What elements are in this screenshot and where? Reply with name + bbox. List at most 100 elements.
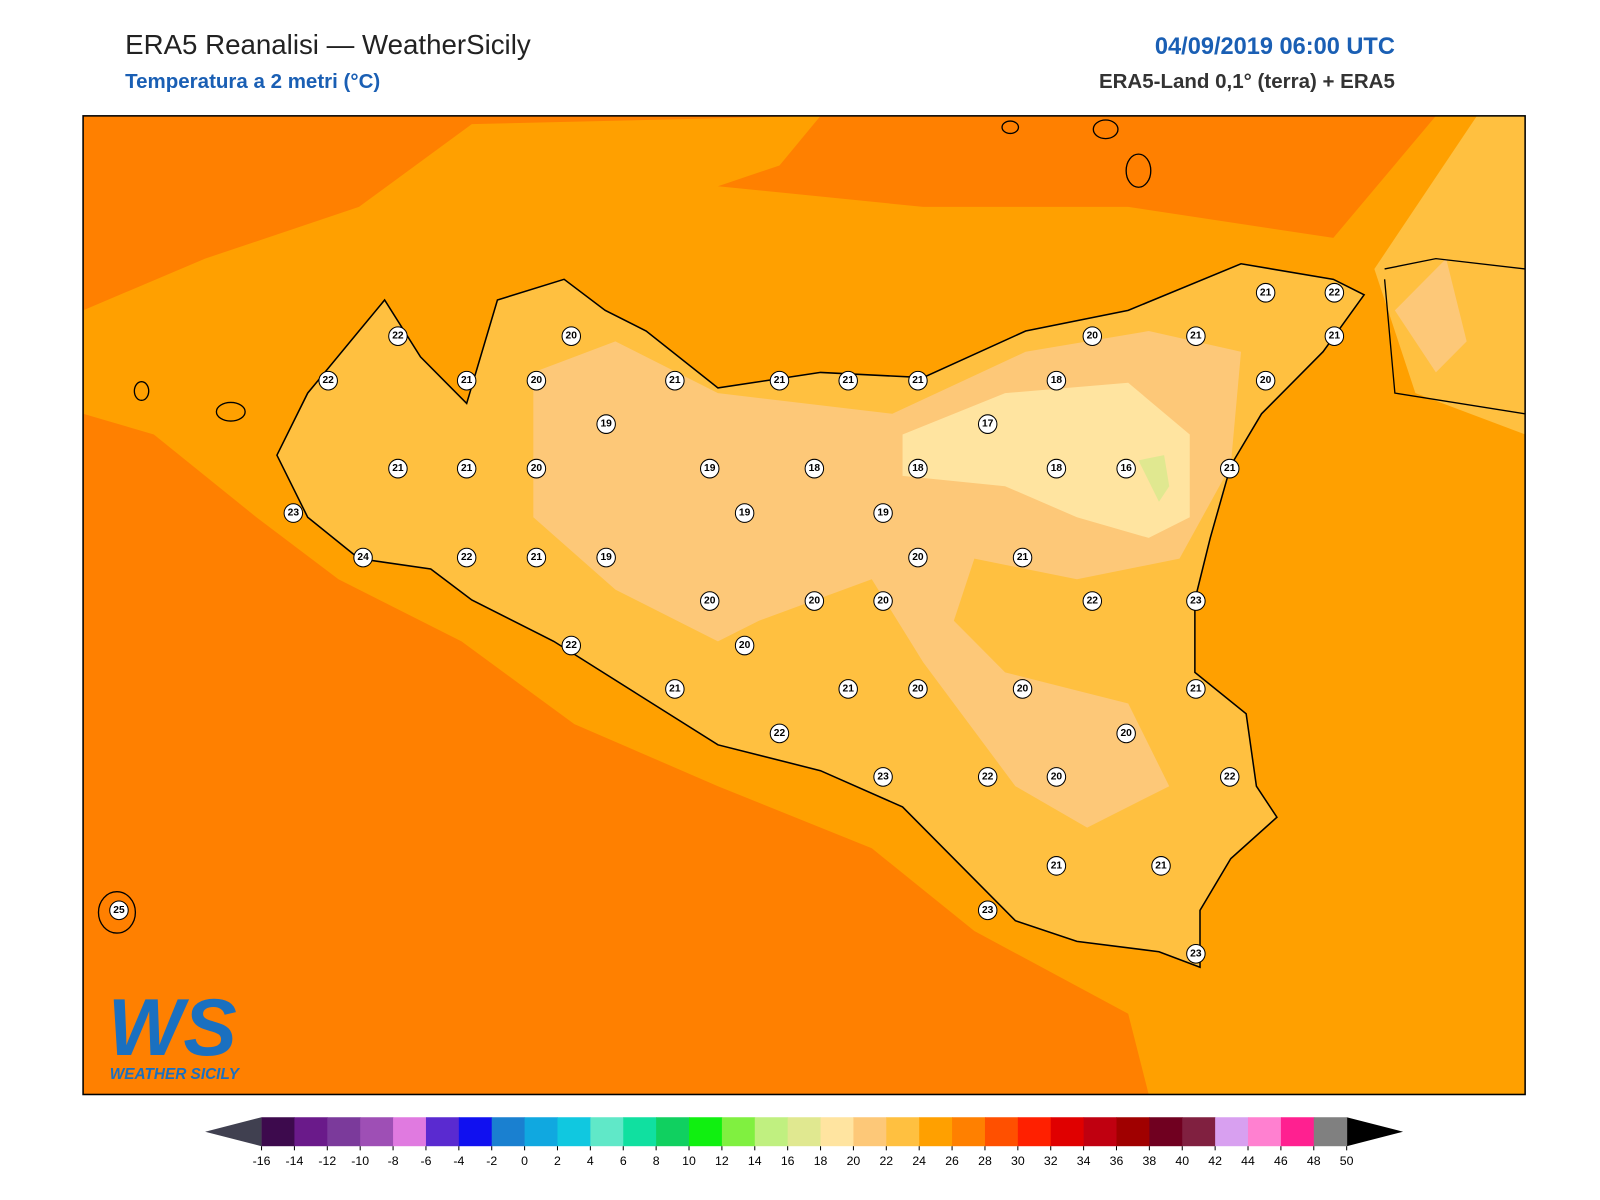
map-frame — [82, 115, 1526, 1096]
station-marker — [1151, 856, 1171, 876]
colorbar-tick-label: -14 — [286, 1154, 304, 1168]
station-value: 21 — [842, 683, 854, 694]
station-marker — [769, 723, 790, 744]
colorbar-tick-label: -6 — [420, 1154, 431, 1168]
colorbar-tick-label: 32 — [1044, 1154, 1058, 1168]
colorbar-swatch — [524, 1117, 558, 1147]
colorbar-tick-label: -8 — [388, 1154, 399, 1168]
colorbar-tick-label: 14 — [748, 1154, 762, 1168]
colorbar-swatch — [1116, 1117, 1150, 1147]
colorbar-swatch — [1149, 1117, 1183, 1147]
station-marker — [977, 767, 998, 787]
station-marker — [1082, 326, 1103, 347]
colorbar-swatch — [787, 1117, 822, 1147]
station-value: 19 — [600, 419, 612, 430]
colorbar-under — [205, 1117, 262, 1147]
colorbar-tick-label: 8 — [653, 1154, 660, 1168]
station-marker — [1012, 547, 1033, 568]
colorbar-swatch — [919, 1117, 953, 1147]
colorbar-swatch — [1017, 1117, 1052, 1147]
colorbar: -16 -14 -12 -10 -8 -6 -4 -2 0 2 4 6 8 10 12 14 16 18 20 22 2… — [205, 1117, 1404, 1168]
station-marker — [908, 458, 928, 479]
station-value: 19 — [739, 508, 751, 519]
datetime: 04/09/2019 06:00 UTC — [1155, 34, 1395, 60]
station-value: 22 — [322, 375, 334, 386]
station-value: 21 — [1155, 860, 1167, 871]
station-value: 22 — [774, 728, 786, 739]
station-value: 22 — [566, 640, 578, 651]
colorbar-tick-label: 16 — [781, 1154, 795, 1168]
station-marker — [700, 458, 720, 479]
station-value: 21 — [1224, 463, 1236, 474]
colorbar-swatch — [820, 1117, 854, 1147]
station-value: 22 — [392, 331, 404, 342]
colorbar-tick-label: 46 — [1274, 1154, 1288, 1168]
station-marker — [526, 547, 547, 568]
colorbar-tick-label: 38 — [1143, 1154, 1157, 1168]
station-marker — [526, 370, 547, 391]
station-marker — [353, 547, 373, 568]
source: ERA5-Land 0,1° (terra) + ERA5 — [1099, 70, 1395, 93]
station-value: 22 — [1329, 287, 1341, 298]
station-marker — [1324, 282, 1345, 303]
colorbar-tick-label: 2 — [554, 1154, 561, 1168]
station-value: 21 — [912, 375, 924, 386]
station-marker — [456, 458, 477, 479]
station-value: 20 — [1120, 728, 1132, 739]
subtitle: Temperatura a 2 metri (°C) — [125, 70, 380, 93]
colorbar-swatch — [721, 1117, 756, 1147]
station-marker — [1116, 723, 1136, 744]
station-value: 20 — [1260, 375, 1272, 386]
colorbar-tick-label: 6 — [620, 1154, 627, 1168]
colorbar-swatch — [294, 1117, 328, 1147]
station-marker — [908, 547, 928, 568]
colorbar-tick-label: 30 — [1011, 1154, 1025, 1168]
station-marker — [1255, 282, 1276, 303]
colorbar-swatch — [886, 1117, 920, 1147]
station-value: 20 — [1017, 683, 1029, 694]
station-value: 21 — [1017, 552, 1029, 563]
station-marker — [596, 547, 616, 568]
map-field — [83, 115, 1526, 1095]
station-marker — [838, 679, 858, 699]
station-value: 18 — [912, 463, 924, 474]
colorbar-tick-label: -16 — [253, 1154, 271, 1168]
station-value: 21 — [1260, 287, 1272, 298]
station-value: 21 — [1329, 331, 1341, 342]
station-value: 20 — [531, 463, 543, 474]
colorbar-swatch — [1050, 1117, 1085, 1147]
colorbar-swatch — [689, 1117, 723, 1147]
stations: 22 20 22 21 20 21 21 21 21 20 21 21 22 21 18 20 19 17 21 21… — [109, 282, 1345, 964]
station-value: 23 — [877, 771, 889, 782]
colorbar-tick-label: -10 — [351, 1154, 369, 1168]
colorbar-swatch — [458, 1117, 493, 1147]
station-marker — [1116, 458, 1136, 479]
station-value: 21 — [531, 552, 543, 563]
colorbar-tick-label: 40 — [1175, 1154, 1189, 1168]
colorbar-swatch — [1248, 1117, 1282, 1147]
colorbar-swatch — [1215, 1117, 1249, 1147]
colorbar-tick-label: 36 — [1110, 1154, 1124, 1168]
station-value: 23 — [1190, 596, 1202, 607]
station-value: 20 — [704, 596, 716, 607]
station-value: 18 — [809, 463, 821, 474]
station-marker — [1186, 679, 1206, 699]
colorbar-tick-label: 24 — [912, 1154, 926, 1168]
station-marker — [596, 414, 616, 434]
logo-initials: WS — [108, 983, 237, 1073]
station-marker — [1324, 326, 1345, 347]
station-marker — [1255, 370, 1276, 391]
colorbar-tick-label: 44 — [1241, 1154, 1255, 1168]
colorbar-tick-label: 4 — [587, 1154, 594, 1168]
colorbar-swatch — [1083, 1117, 1118, 1147]
station-value: 20 — [1051, 771, 1063, 782]
station-marker — [873, 591, 893, 611]
station-marker — [804, 458, 825, 479]
colorbar-swatch — [590, 1117, 624, 1147]
colorbar-swatch — [261, 1117, 295, 1147]
station-value: 18 — [1051, 463, 1063, 474]
station-value: 20 — [739, 640, 751, 651]
station-value: 20 — [566, 331, 578, 342]
colorbar-swatch — [491, 1117, 526, 1147]
station-value: 22 — [461, 552, 473, 563]
